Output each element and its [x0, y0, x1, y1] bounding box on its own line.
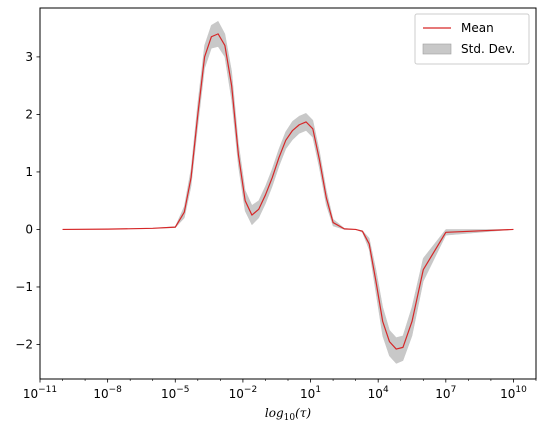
y-axis-ticks: 3 2 1 0 −1 −2 — [15, 50, 40, 351]
y-tick-label: −2 — [15, 337, 33, 351]
x-tick-label: 10−2 — [229, 385, 258, 401]
y-tick-label: −1 — [15, 280, 33, 294]
x-axis-ticks: 10−11 10−8 10−5 10−2 101 104 107 1010 — [23, 379, 537, 401]
x-tick-label: 1010 — [500, 385, 527, 401]
y-tick-label: 0 — [25, 222, 33, 236]
std-dev-band-layer — [62, 20, 514, 364]
legend-mean-label: Mean — [461, 21, 494, 35]
x-tick-label: 101 — [300, 385, 321, 401]
mean-line-layer — [62, 33, 514, 350]
x-tick-label: 10−11 — [23, 385, 57, 401]
y-tick-label: 1 — [25, 165, 33, 179]
x-tick-label: 10−5 — [161, 385, 190, 401]
x-tick-label: 104 — [368, 385, 389, 401]
legend: Mean Std. Dev. — [414, 13, 530, 65]
y-tick-label: 2 — [25, 107, 33, 121]
y-tick-label: 3 — [25, 50, 33, 64]
legend-std-swatch — [422, 43, 452, 55]
x-tick-label: 10−8 — [93, 385, 122, 401]
x-axis-label: log10(τ) — [265, 406, 312, 423]
x-tick-label: 107 — [435, 385, 456, 401]
mean-line — [62, 33, 514, 350]
legend-std-label: Std. Dev. — [461, 42, 515, 56]
std-dev-band — [62, 20, 514, 364]
